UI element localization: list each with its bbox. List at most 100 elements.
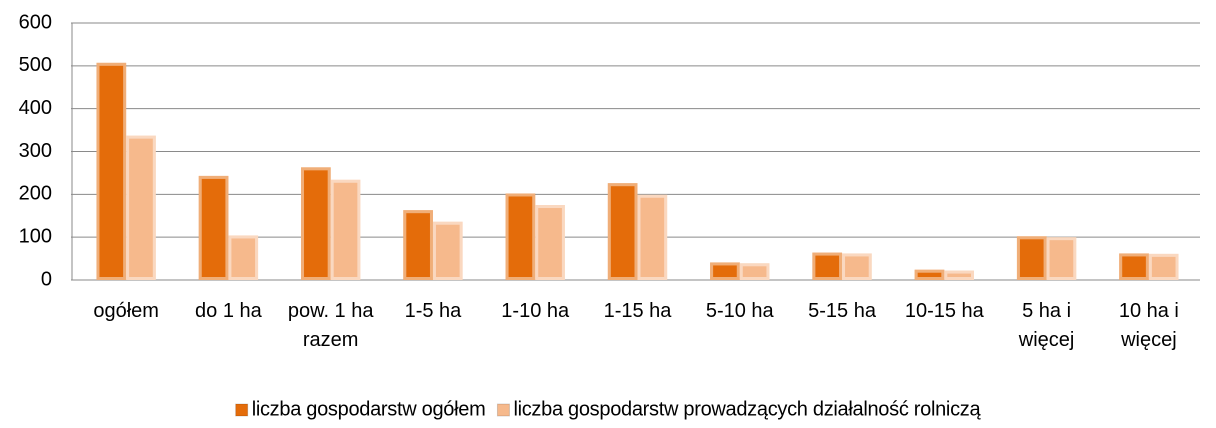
bar-bevel — [1016, 236, 1047, 280]
bar-bevel — [812, 252, 843, 281]
bar-bevel — [710, 262, 740, 280]
bar — [126, 135, 156, 280]
bar-bevel — [535, 205, 565, 281]
x-tick-label: 10 ha i więcej — [1119, 300, 1179, 351]
bar-bevel — [403, 210, 433, 281]
bar-bevel — [1148, 253, 1179, 281]
bar-bevel — [96, 62, 127, 280]
x-tick-line: 5-15 ha — [808, 300, 877, 322]
bar — [812, 252, 843, 280]
x-tick-line: 1-5 ha — [405, 300, 463, 322]
x-tick-label: 1-5 ha — [405, 300, 463, 322]
x-tick-line: 1-10 ha — [501, 300, 570, 322]
bar — [403, 210, 433, 280]
y-tick-label: 200 — [19, 183, 52, 205]
y-tick-label: 100 — [19, 225, 52, 247]
x-tick-label: 5-10 ha — [706, 300, 775, 322]
bar-group — [330, 179, 361, 281]
bar-group — [842, 253, 872, 280]
bar-group — [96, 62, 127, 281]
bar — [301, 167, 331, 280]
bar-group — [1016, 236, 1047, 280]
y-tick-label: 500 — [19, 54, 52, 76]
x-tick-line: 1-15 ha — [604, 300, 673, 322]
bar-bevel — [944, 270, 974, 280]
bar — [198, 175, 229, 280]
bar — [914, 269, 945, 280]
bar-bevel — [914, 269, 945, 281]
x-tick-line: 10 ha i — [1119, 300, 1179, 322]
bar-bevel — [1046, 237, 1077, 281]
bar-group — [1046, 237, 1077, 281]
x-tick-line: do 1 ha — [195, 300, 263, 322]
x-tick-label: do 1 ha — [195, 300, 263, 322]
x-tick-line: więcej — [1120, 329, 1177, 351]
bar — [1046, 237, 1077, 280]
bar — [1148, 253, 1179, 280]
bar-bevel — [126, 135, 156, 280]
bar-group — [432, 221, 463, 281]
bar-bevel — [198, 175, 229, 280]
bar-bevel — [607, 183, 638, 281]
bar-group — [739, 263, 770, 281]
x-tick-line: 5-10 ha — [706, 300, 775, 322]
bar — [607, 183, 638, 280]
bar — [535, 205, 565, 280]
x-tick-label: pow. 1 ha razem — [288, 300, 375, 351]
bar-bevel — [330, 179, 361, 281]
bar-group — [944, 270, 974, 280]
legend-label: liczba gospodarstw prowadzących działaln… — [513, 398, 981, 420]
legend-marker — [496, 403, 510, 417]
bar-group — [126, 135, 156, 280]
x-tick-label: 5 ha i więcej — [1018, 300, 1075, 351]
bar-bevel — [432, 221, 463, 281]
bar-group — [914, 269, 945, 281]
legend: liczba gospodarstw ogółem liczba gospodar… — [235, 398, 982, 420]
x-tick-label: ogółem — [93, 300, 159, 322]
y-tick-label: 600 — [19, 11, 52, 33]
bar-group — [198, 175, 229, 280]
bar-group — [1119, 253, 1149, 280]
bar-group — [403, 210, 433, 281]
bar — [96, 62, 127, 281]
bar-group — [228, 235, 259, 281]
bar-group — [607, 183, 638, 281]
bar — [1119, 253, 1149, 280]
legend-label: liczba gospodarstw ogółem — [252, 398, 486, 420]
x-tick-line: pow. 1 ha — [288, 300, 375, 322]
bar — [710, 262, 740, 280]
x-tick-line: 5 ha i — [1022, 300, 1071, 322]
x-tick-line: razem — [303, 329, 359, 351]
bar — [944, 270, 974, 280]
bar-group — [301, 167, 331, 280]
bar-bevel — [505, 193, 536, 280]
x-tick-line: więcej — [1018, 329, 1075, 351]
bar-bevel — [1119, 253, 1149, 280]
bar-group — [1148, 253, 1179, 281]
bar — [432, 221, 463, 280]
bar — [330, 179, 361, 280]
y-tick-label: 300 — [19, 140, 52, 162]
bar-bevel — [301, 167, 331, 280]
y-tick-label: 400 — [19, 97, 52, 119]
bar — [842, 253, 872, 280]
x-tick-line: ogółem — [93, 300, 159, 322]
bar-group — [812, 252, 843, 281]
bar-group — [710, 262, 740, 280]
bar-bevel — [637, 194, 668, 281]
bar — [1016, 236, 1047, 280]
legend-marker — [235, 403, 249, 417]
bar-bevel — [842, 253, 872, 280]
x-tick-label: 10-15 ha — [905, 300, 985, 322]
bar — [228, 235, 259, 280]
bar-group — [505, 193, 536, 280]
x-tick-label: 1-15 ha — [604, 300, 673, 322]
bar — [739, 263, 770, 280]
x-tick-label: 5-15 ha — [808, 300, 877, 322]
y-tick-label: 0 — [41, 268, 52, 290]
x-tick-label: 1-10 ha — [501, 300, 570, 322]
bar — [505, 193, 536, 280]
bar-bevel — [739, 263, 770, 281]
bar-group — [535, 205, 565, 281]
